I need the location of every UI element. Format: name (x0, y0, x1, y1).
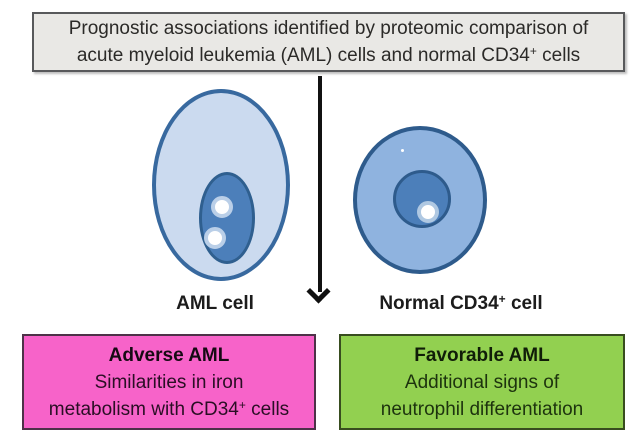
down-arrow-shaft (318, 76, 322, 292)
title-line-1: Prognostic associations identified by pr… (68, 18, 589, 39)
favorable-aml-box: Favorable AML Additional signs of neutro… (339, 334, 625, 430)
adverse-aml-body-line-1: Similarities in iron (94, 372, 244, 393)
aml-nucleolus-upper (211, 196, 233, 218)
normal-cd34-highlight-speck (401, 149, 404, 152)
superscript-plus: + (238, 398, 246, 412)
aml-nucleolus-lower (204, 227, 226, 249)
favorable-aml-heading: Favorable AML (414, 345, 550, 366)
aml-cell-nucleus (199, 172, 255, 264)
aml-cell-label: AML cell (176, 293, 254, 314)
title-box: Prognostic associations identified by pr… (32, 12, 625, 72)
favorable-aml-body-line-1: Additional signs of (404, 372, 560, 393)
adverse-aml-box: Adverse AML Similarities in iron metabol… (22, 334, 316, 430)
adverse-aml-body-line-2: metabolism with CD34+ cells (48, 398, 290, 420)
normal-cd34-cell-label: Normal CD34+ cell (379, 292, 543, 314)
normal-cd34-nucleolus (417, 201, 439, 223)
favorable-aml-body-line-2: neutrophil differentiation (380, 399, 584, 420)
title-line-2: acute myeloid leukemia (AML) cells and n… (76, 44, 581, 66)
adverse-aml-heading: Adverse AML (108, 345, 230, 366)
superscript-plus: + (498, 292, 506, 306)
down-arrow-head-icon (306, 279, 331, 304)
superscript-plus: + (529, 44, 537, 58)
normal-cd34-cell-nucleus (393, 170, 451, 228)
